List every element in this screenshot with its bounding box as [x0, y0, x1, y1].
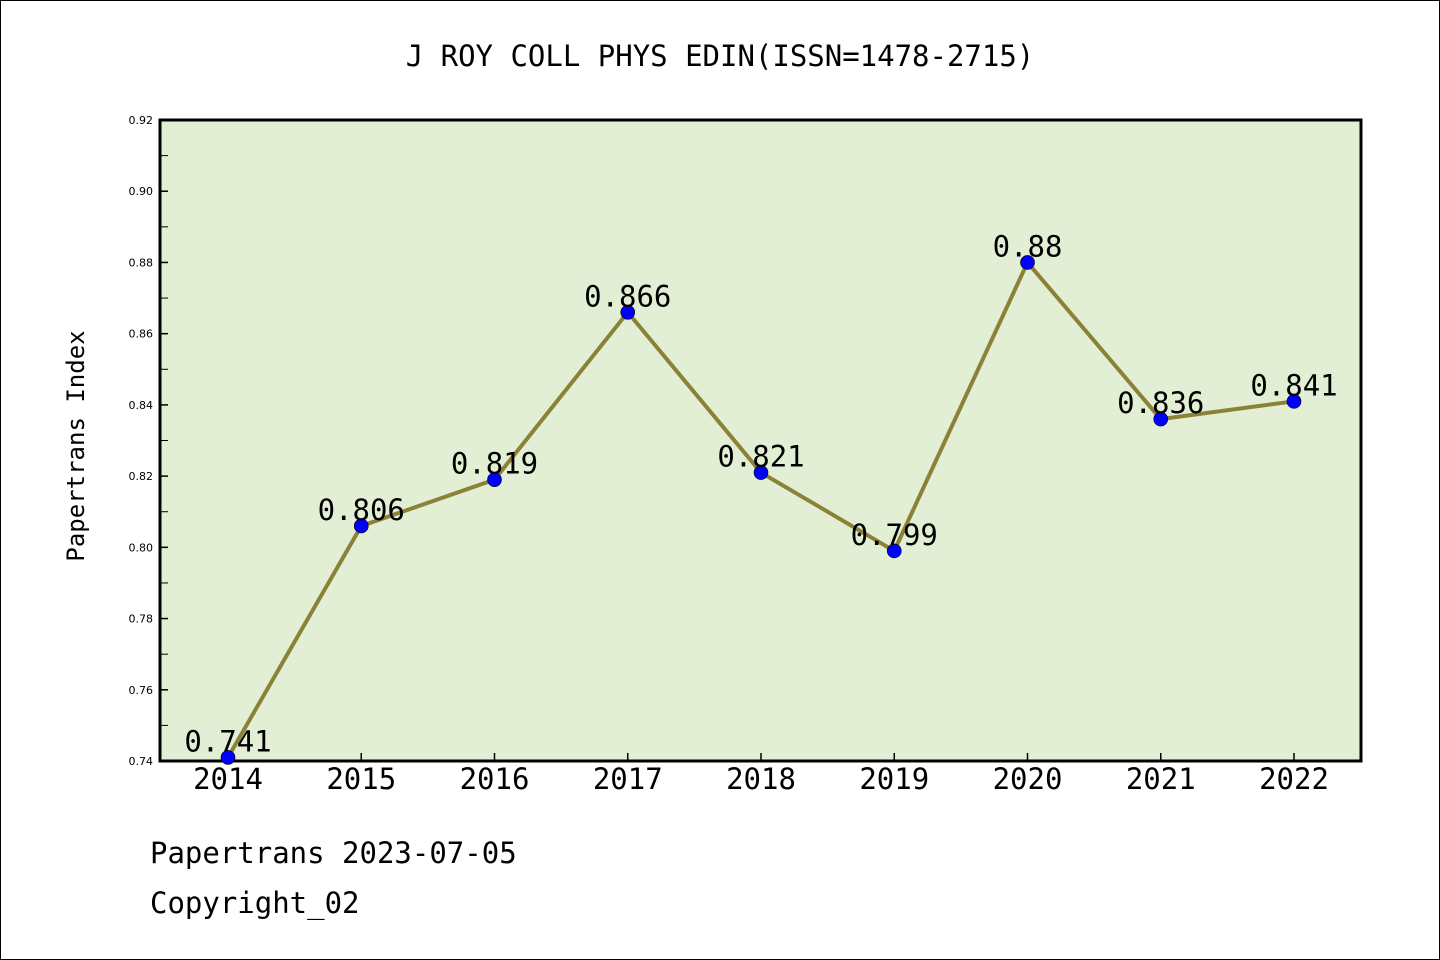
y-tick-label: 0.84 — [129, 399, 154, 412]
x-tick-label: 2015 — [326, 762, 396, 796]
y-tick-label: 0.82 — [129, 470, 154, 483]
data-point — [487, 472, 502, 487]
data-label: 0.741 — [184, 724, 271, 758]
data-label: 0.806 — [318, 493, 405, 527]
y-tick-label: 0.78 — [129, 613, 154, 626]
y-axis-ticks: 0.74 0.76 0.78 0.80 0.82 0.84 0.86 0.88 0.90 0.92 — [129, 114, 168, 768]
x-tick-label: 2019 — [859, 762, 929, 796]
y-tick-label: 0.74 — [129, 755, 154, 768]
data-point — [753, 465, 769, 480]
plot-area — [158, 118, 1363, 763]
data-label: 0.819 — [451, 447, 538, 481]
series-layer: 0.741 0.806 0.819 0.866 0.821 0.799 0.88 0.836 0… — [184, 229, 1338, 765]
footer-date: Papertrans 2023-07-05 — [150, 836, 517, 870]
x-tick-label: 2018 — [726, 762, 796, 796]
x-tick-label: 2014 — [193, 762, 263, 796]
data-point — [1020, 255, 1035, 270]
data-point — [1286, 394, 1302, 409]
x-tick-label: 2020 — [993, 762, 1063, 796]
data-label: 0.841 — [1250, 368, 1337, 402]
data-label: 0.866 — [584, 279, 671, 313]
chart-title: J ROY COLL PHYS EDIN(ISSN=1478-2715) — [406, 39, 1035, 73]
data-point — [353, 518, 369, 534]
data-point — [620, 304, 636, 320]
y-tick-label: 0.92 — [129, 114, 154, 127]
data-point — [220, 750, 236, 765]
x-tick-label: 2021 — [1126, 762, 1196, 796]
y-tick-label: 0.76 — [129, 684, 154, 697]
data-label: 0.799 — [851, 518, 938, 552]
y-tick-label: 0.80 — [129, 541, 154, 554]
x-tick-label: 2016 — [460, 762, 530, 796]
x-tick-label: 2017 — [593, 762, 663, 796]
y-axis-label: Papertrans Index — [62, 330, 90, 561]
data-label: 0.821 — [717, 440, 804, 474]
y-tick-label: 0.90 — [129, 185, 154, 198]
x-axis-ticks: 2014 2015 2016 2017 2018 2019 2020 2021 2022 — [193, 753, 1329, 796]
data-point — [886, 543, 902, 559]
y-tick-label: 0.88 — [129, 256, 154, 269]
data-point — [1153, 411, 1169, 427]
footer-copyright: Copyright_02 — [150, 886, 360, 920]
x-tick-label: 2022 — [1259, 762, 1329, 796]
y-tick-label: 0.86 — [129, 328, 154, 341]
data-label: 0.836 — [1117, 386, 1204, 420]
data-label: 0.88 — [993, 229, 1063, 263]
